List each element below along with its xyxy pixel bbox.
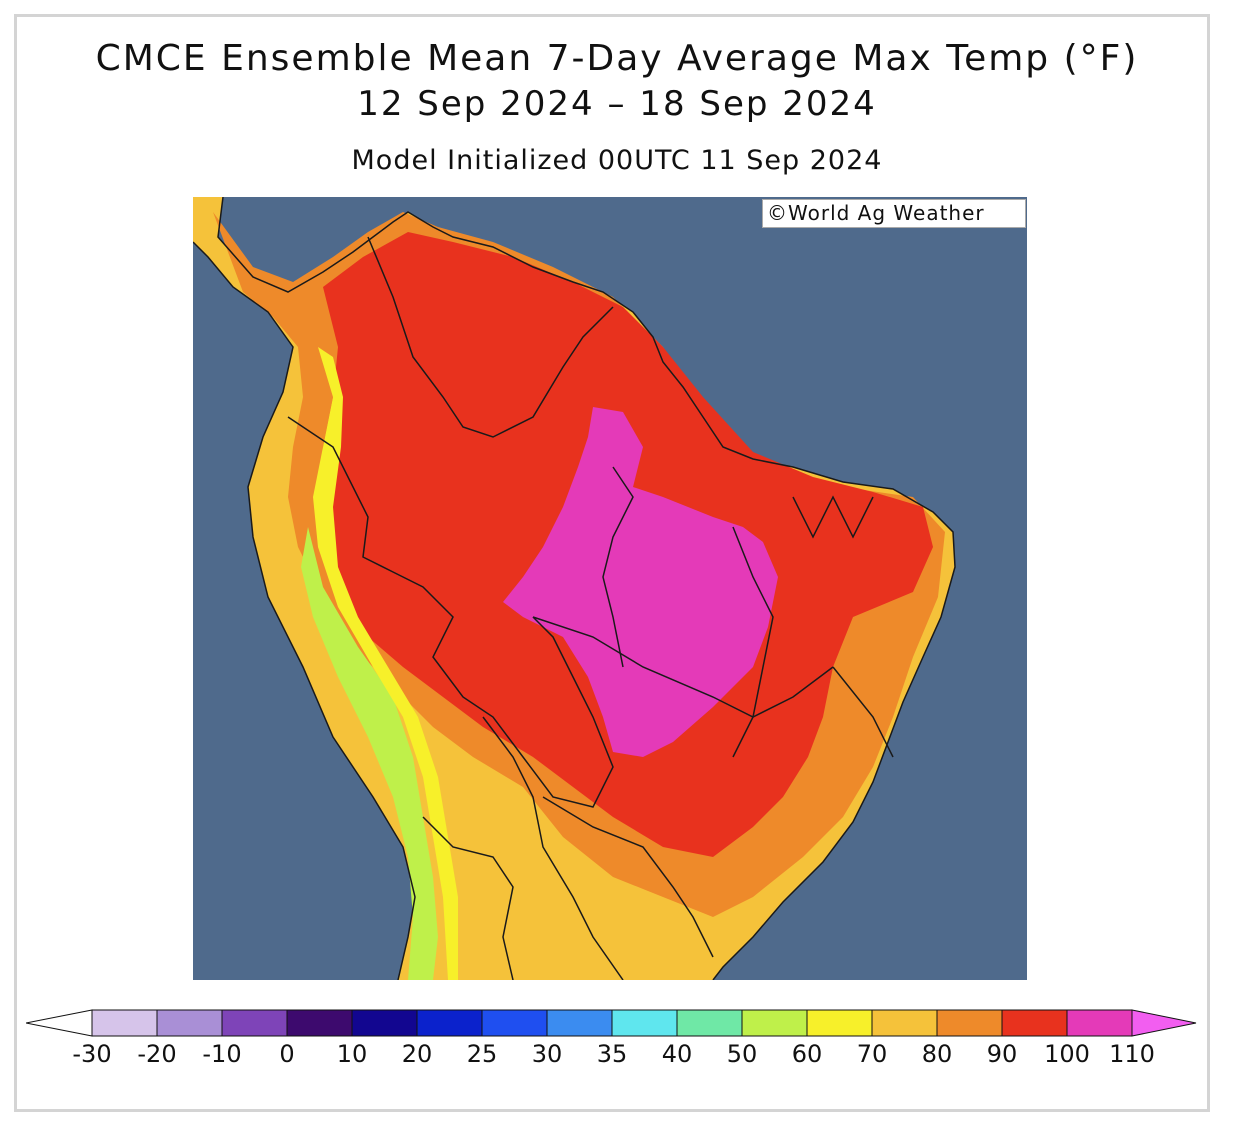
colorbar-tick-label: 20 bbox=[401, 1040, 433, 1068]
temp-band-andes-mild bbox=[313, 347, 458, 980]
map-date-range: 12 Sep 2024 – 18 Sep 2024 bbox=[357, 84, 877, 124]
temperature-map bbox=[193, 197, 1027, 980]
temp-band-100-110 bbox=[503, 407, 778, 757]
colorbar-tick-label: 0 bbox=[279, 1040, 295, 1068]
colorbar-bin bbox=[1001, 1009, 1068, 1037]
colorbar-bin bbox=[351, 1009, 418, 1037]
colorbar-bin bbox=[871, 1009, 938, 1037]
colorbar-tick-label: 110 bbox=[1109, 1040, 1155, 1068]
colorbar-tick-label: 70 bbox=[856, 1040, 888, 1068]
colorbar-bin bbox=[1066, 1009, 1133, 1037]
colorbar-tick-label: 90 bbox=[986, 1040, 1018, 1068]
colorbar-under-arrow bbox=[26, 1009, 93, 1037]
colorbar-tick-label: 100 bbox=[1044, 1040, 1090, 1068]
color-scale-bar bbox=[26, 1009, 1197, 1037]
map-title: CMCE Ensemble Mean 7-Day Average Max Tem… bbox=[95, 38, 1139, 79]
colorbar-tick-label: 30 bbox=[531, 1040, 563, 1068]
colorbar-bin bbox=[481, 1009, 548, 1037]
colorbar-bin bbox=[806, 1009, 873, 1037]
colorbar-tick-label: 10 bbox=[336, 1040, 368, 1068]
colorbar-bin bbox=[416, 1009, 483, 1037]
colorbar-tick-label: 50 bbox=[726, 1040, 758, 1068]
colorbar-bin bbox=[156, 1009, 223, 1037]
model-init-label: Model Initialized 00UTC 11 Sep 2024 bbox=[351, 145, 883, 176]
colorbar-tick-label: 25 bbox=[466, 1040, 498, 1068]
colorbar-tick-label: -30 bbox=[72, 1040, 112, 1068]
colorbar-tick-label: 35 bbox=[596, 1040, 628, 1068]
colorbar-tick-label: 60 bbox=[791, 1040, 823, 1068]
colorbar-bin bbox=[936, 1009, 1003, 1037]
credit-label: ©World Ag Weather bbox=[762, 199, 1026, 228]
colorbar-over-arrow bbox=[1131, 1009, 1197, 1037]
colorbar-tick-label: 40 bbox=[661, 1040, 693, 1068]
colorbar-bin bbox=[91, 1009, 158, 1037]
colorbar-tick-label: -20 bbox=[137, 1040, 177, 1068]
temp-band-andes-cool bbox=[301, 527, 438, 980]
colorbar-bin bbox=[286, 1009, 353, 1037]
colorbar-bin bbox=[676, 1009, 743, 1037]
country-borders bbox=[193, 197, 956, 980]
colorbar-bin bbox=[611, 1009, 678, 1037]
colorbar-bin bbox=[221, 1009, 288, 1037]
colorbar-tick-label: 80 bbox=[921, 1040, 953, 1068]
colorbar-tick-label: -10 bbox=[202, 1040, 242, 1068]
colorbar-bin bbox=[741, 1009, 808, 1037]
colorbar-bin bbox=[546, 1009, 613, 1037]
